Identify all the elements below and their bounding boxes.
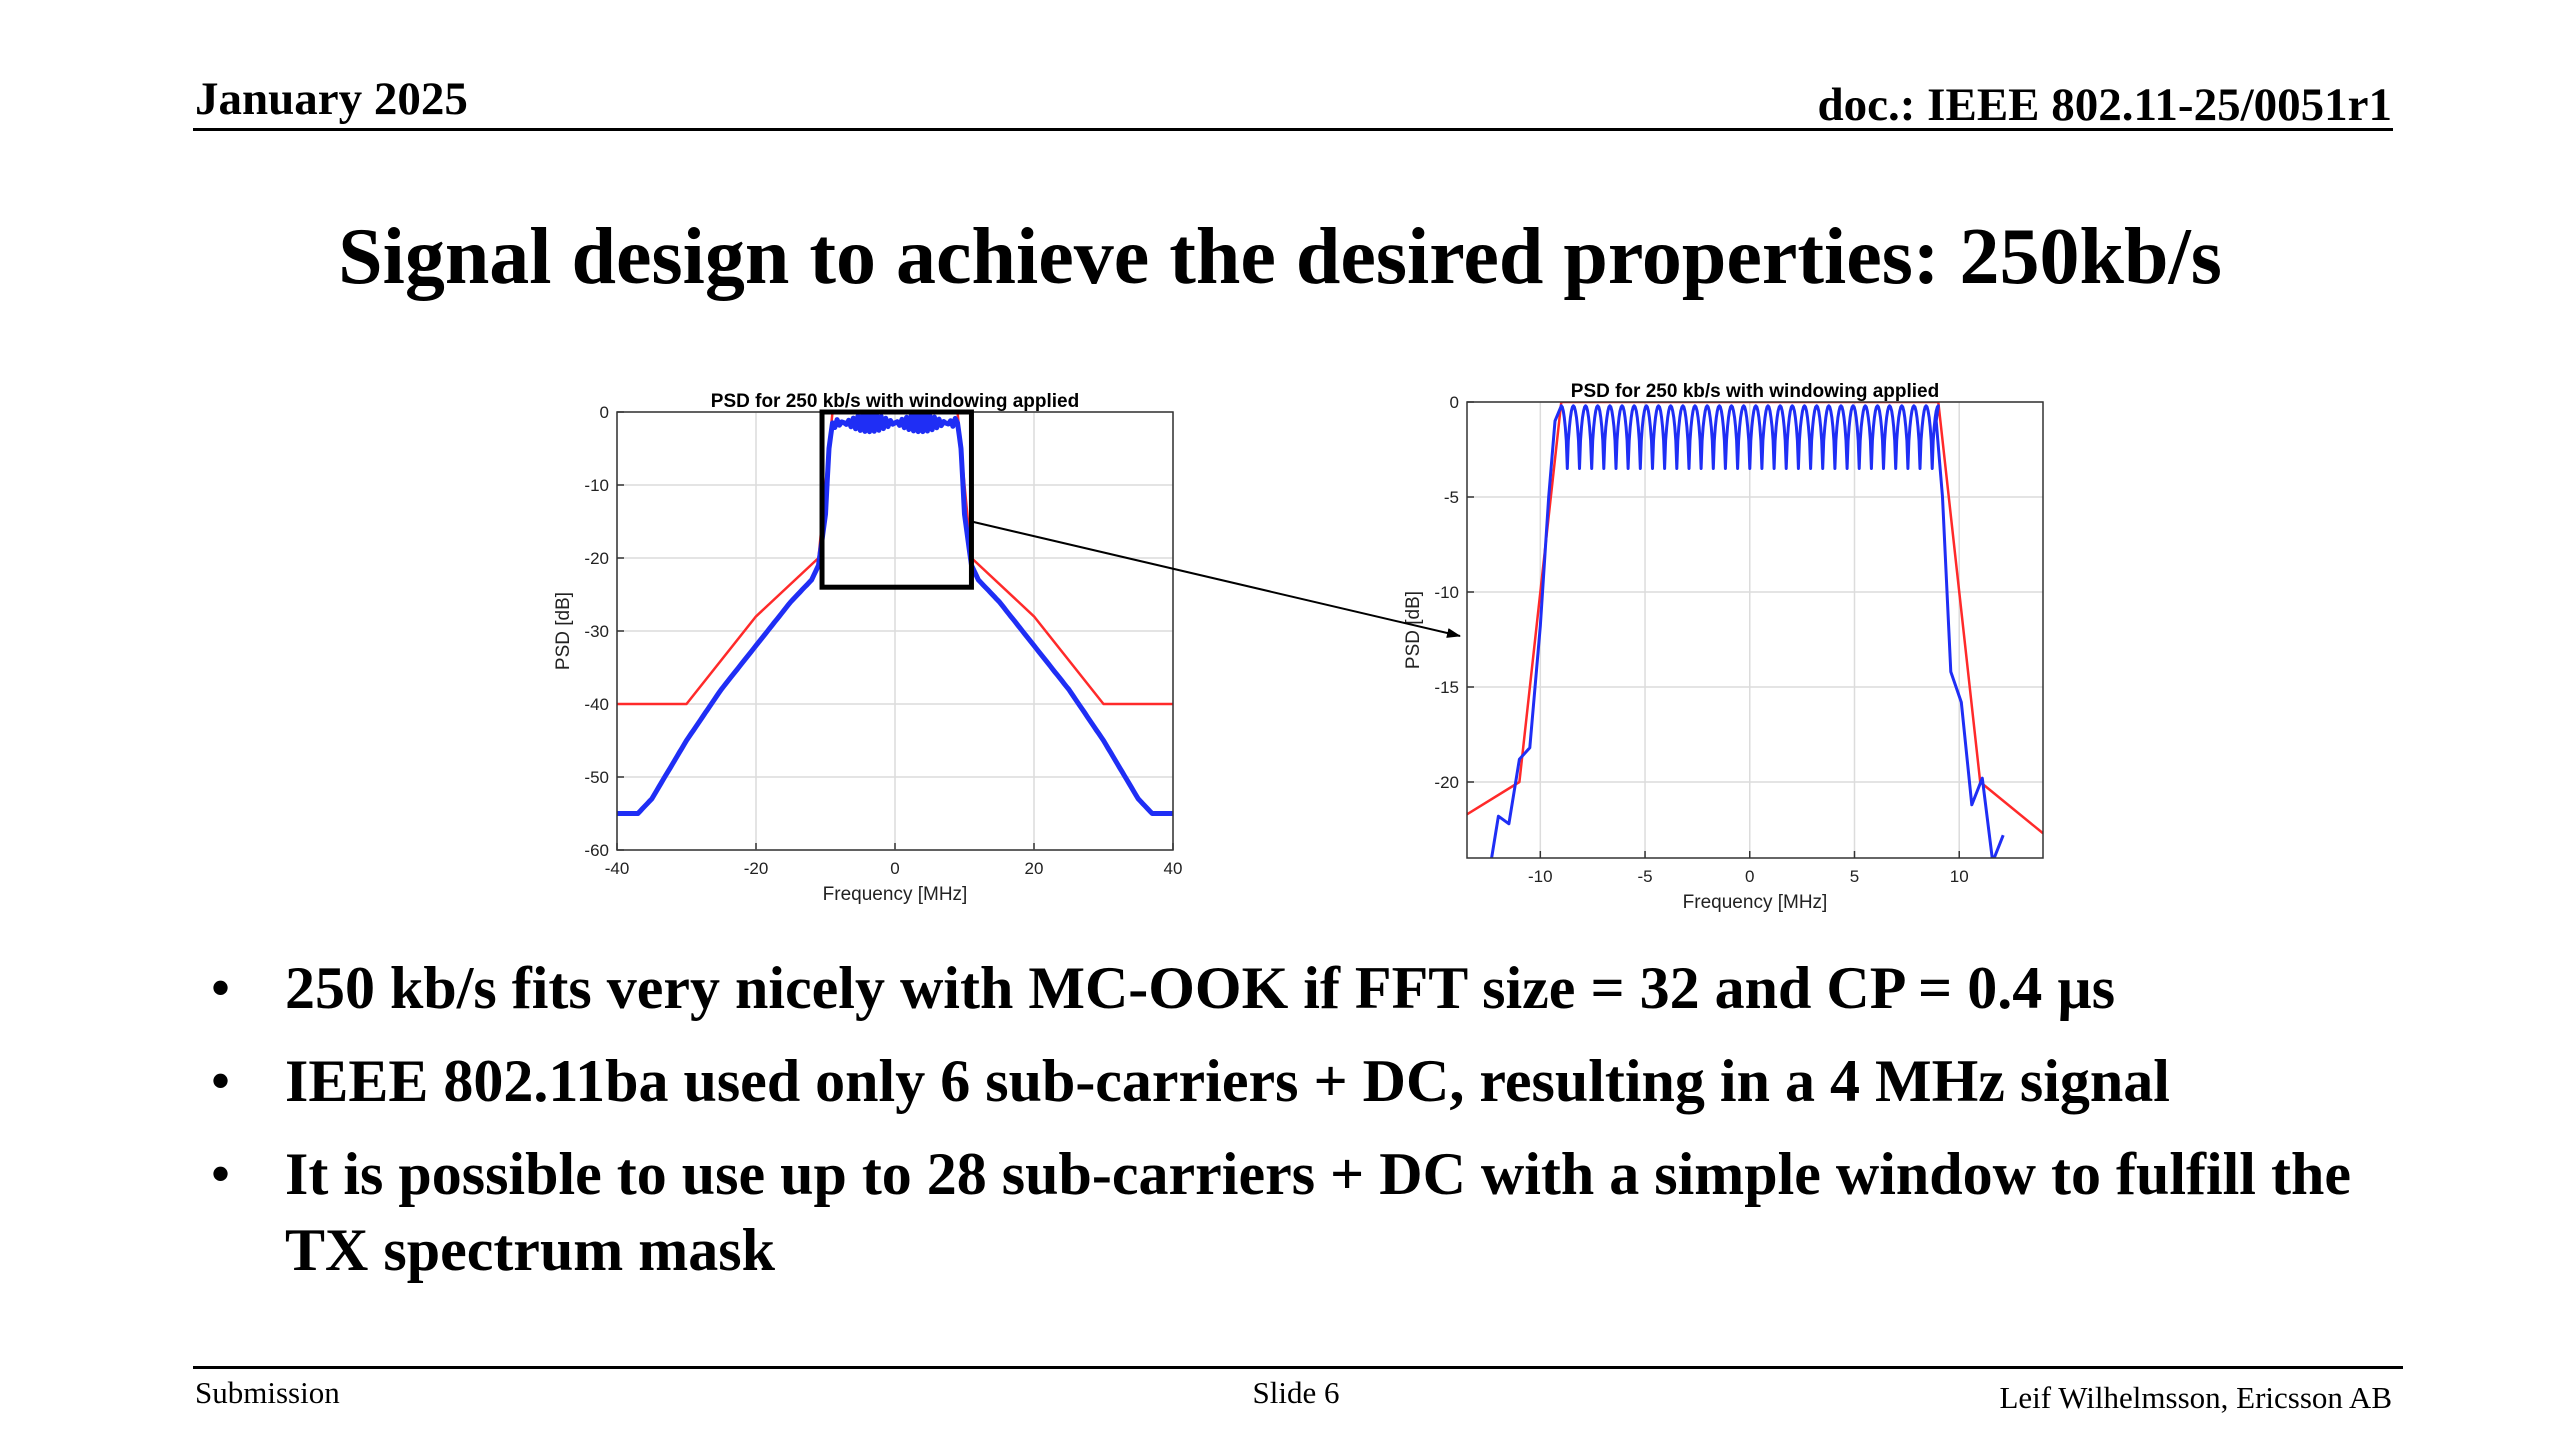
x-tick-label: -10 — [1528, 867, 1553, 886]
y-tick-label: -60 — [584, 841, 609, 860]
chart-title: PSD for 250 kb/s with windowing applied — [1571, 381, 1939, 402]
x-axis-label: Frequency [MHz] — [1683, 892, 1828, 913]
y-tick-label: -50 — [584, 768, 609, 787]
y-tick-label: -15 — [1434, 678, 1459, 697]
psd-series-line — [1490, 404, 2005, 858]
footer-submission: Submission — [195, 1375, 340, 1410]
x-tick-label: 0 — [1745, 867, 1754, 886]
header-doc-id: doc.: IEEE 802.11-25/0051r1 — [1817, 79, 2392, 131]
bullet-text: IEEE 802.11ba used only 6 sub-carriers +… — [285, 1048, 2170, 1114]
y-tick-label: -5 — [1444, 488, 1459, 507]
x-tick-label: 10 — [1950, 867, 1969, 886]
plot-area — [617, 412, 1173, 816]
y-tick-label: -10 — [584, 476, 609, 495]
x-axis-label: Frequency [MHz] — [823, 884, 968, 905]
y-tick-label: -20 — [1434, 773, 1459, 792]
plot-area — [1467, 402, 2043, 858]
y-tick-label: -30 — [584, 622, 609, 641]
zoom-region-box — [819, 409, 974, 590]
plot-frame — [1466, 401, 2044, 859]
psd-chart-full: -40 -20 0 20 40 0 -10 -20 -30 -40 -50 -60 PSD for 25… — [553, 391, 1182, 905]
y-axis-label: PSD [dB] — [553, 592, 574, 670]
psd-series-line — [617, 412, 1173, 816]
x-tick-label: 20 — [1025, 859, 1044, 878]
spectrum-mask-line — [1467, 402, 2043, 835]
bullet-text: 250 kb/s fits very nicely with MC-OOK if… — [285, 955, 2116, 1021]
y-tick-label: 0 — [1450, 393, 1459, 412]
bullet-text: It is possible to use up to 28 sub-carri… — [285, 1141, 2351, 1283]
header-date: January 2025 — [195, 73, 468, 125]
y-tick-label: -10 — [1434, 583, 1459, 602]
x-tick-label: -5 — [1637, 867, 1652, 886]
footer-divider — [193, 1366, 2403, 1369]
x-tick-label: -40 — [605, 859, 630, 878]
x-tick-label: 0 — [890, 859, 899, 878]
bullet-symbol: • — [210, 955, 232, 1021]
y-axis-label: PSD [dB] — [1403, 591, 1424, 669]
footer-author: Leif Wilhelmsson, Ericsson AB — [1999, 1380, 2392, 1415]
chart-title: PSD for 250 kb/s with windowing applied — [711, 391, 1079, 412]
bullet-item: • IEEE 802.11ba used only 6 sub-carriers … — [210, 1043, 2410, 1119]
y-tick-label: -40 — [584, 695, 609, 714]
bullet-item: • It is possible to use up to 28 sub-carr… — [210, 1136, 2410, 1288]
spectrum-mask-line — [617, 412, 1173, 706]
y-tick-label: -20 — [584, 549, 609, 568]
x-tick-label: -20 — [744, 859, 769, 878]
bullet-item: • 250 kb/s fits very nicely with MC-OOK i… — [210, 950, 2410, 1026]
bullet-list: • 250 kb/s fits very nicely with MC-OOK i… — [210, 950, 2410, 1305]
y-tick-label: 0 — [600, 403, 609, 422]
x-tick-label: 40 — [1164, 859, 1183, 878]
psd-chart-zoomed: -10 -5 0 5 10 0 -5 -10 -15 -20 PSD for 250 kb/s wi… — [1403, 381, 2044, 913]
bullet-symbol: • — [210, 1141, 232, 1207]
header-divider — [193, 128, 2393, 131]
zoom-arrow — [971, 520, 1461, 638]
x-tick-label: 5 — [1850, 867, 1859, 886]
slide-title: Signal design to achieve the desired pro… — [338, 213, 2222, 301]
bullet-symbol: • — [210, 1048, 232, 1114]
footer-slide-number: Slide 6 — [1252, 1375, 1340, 1410]
